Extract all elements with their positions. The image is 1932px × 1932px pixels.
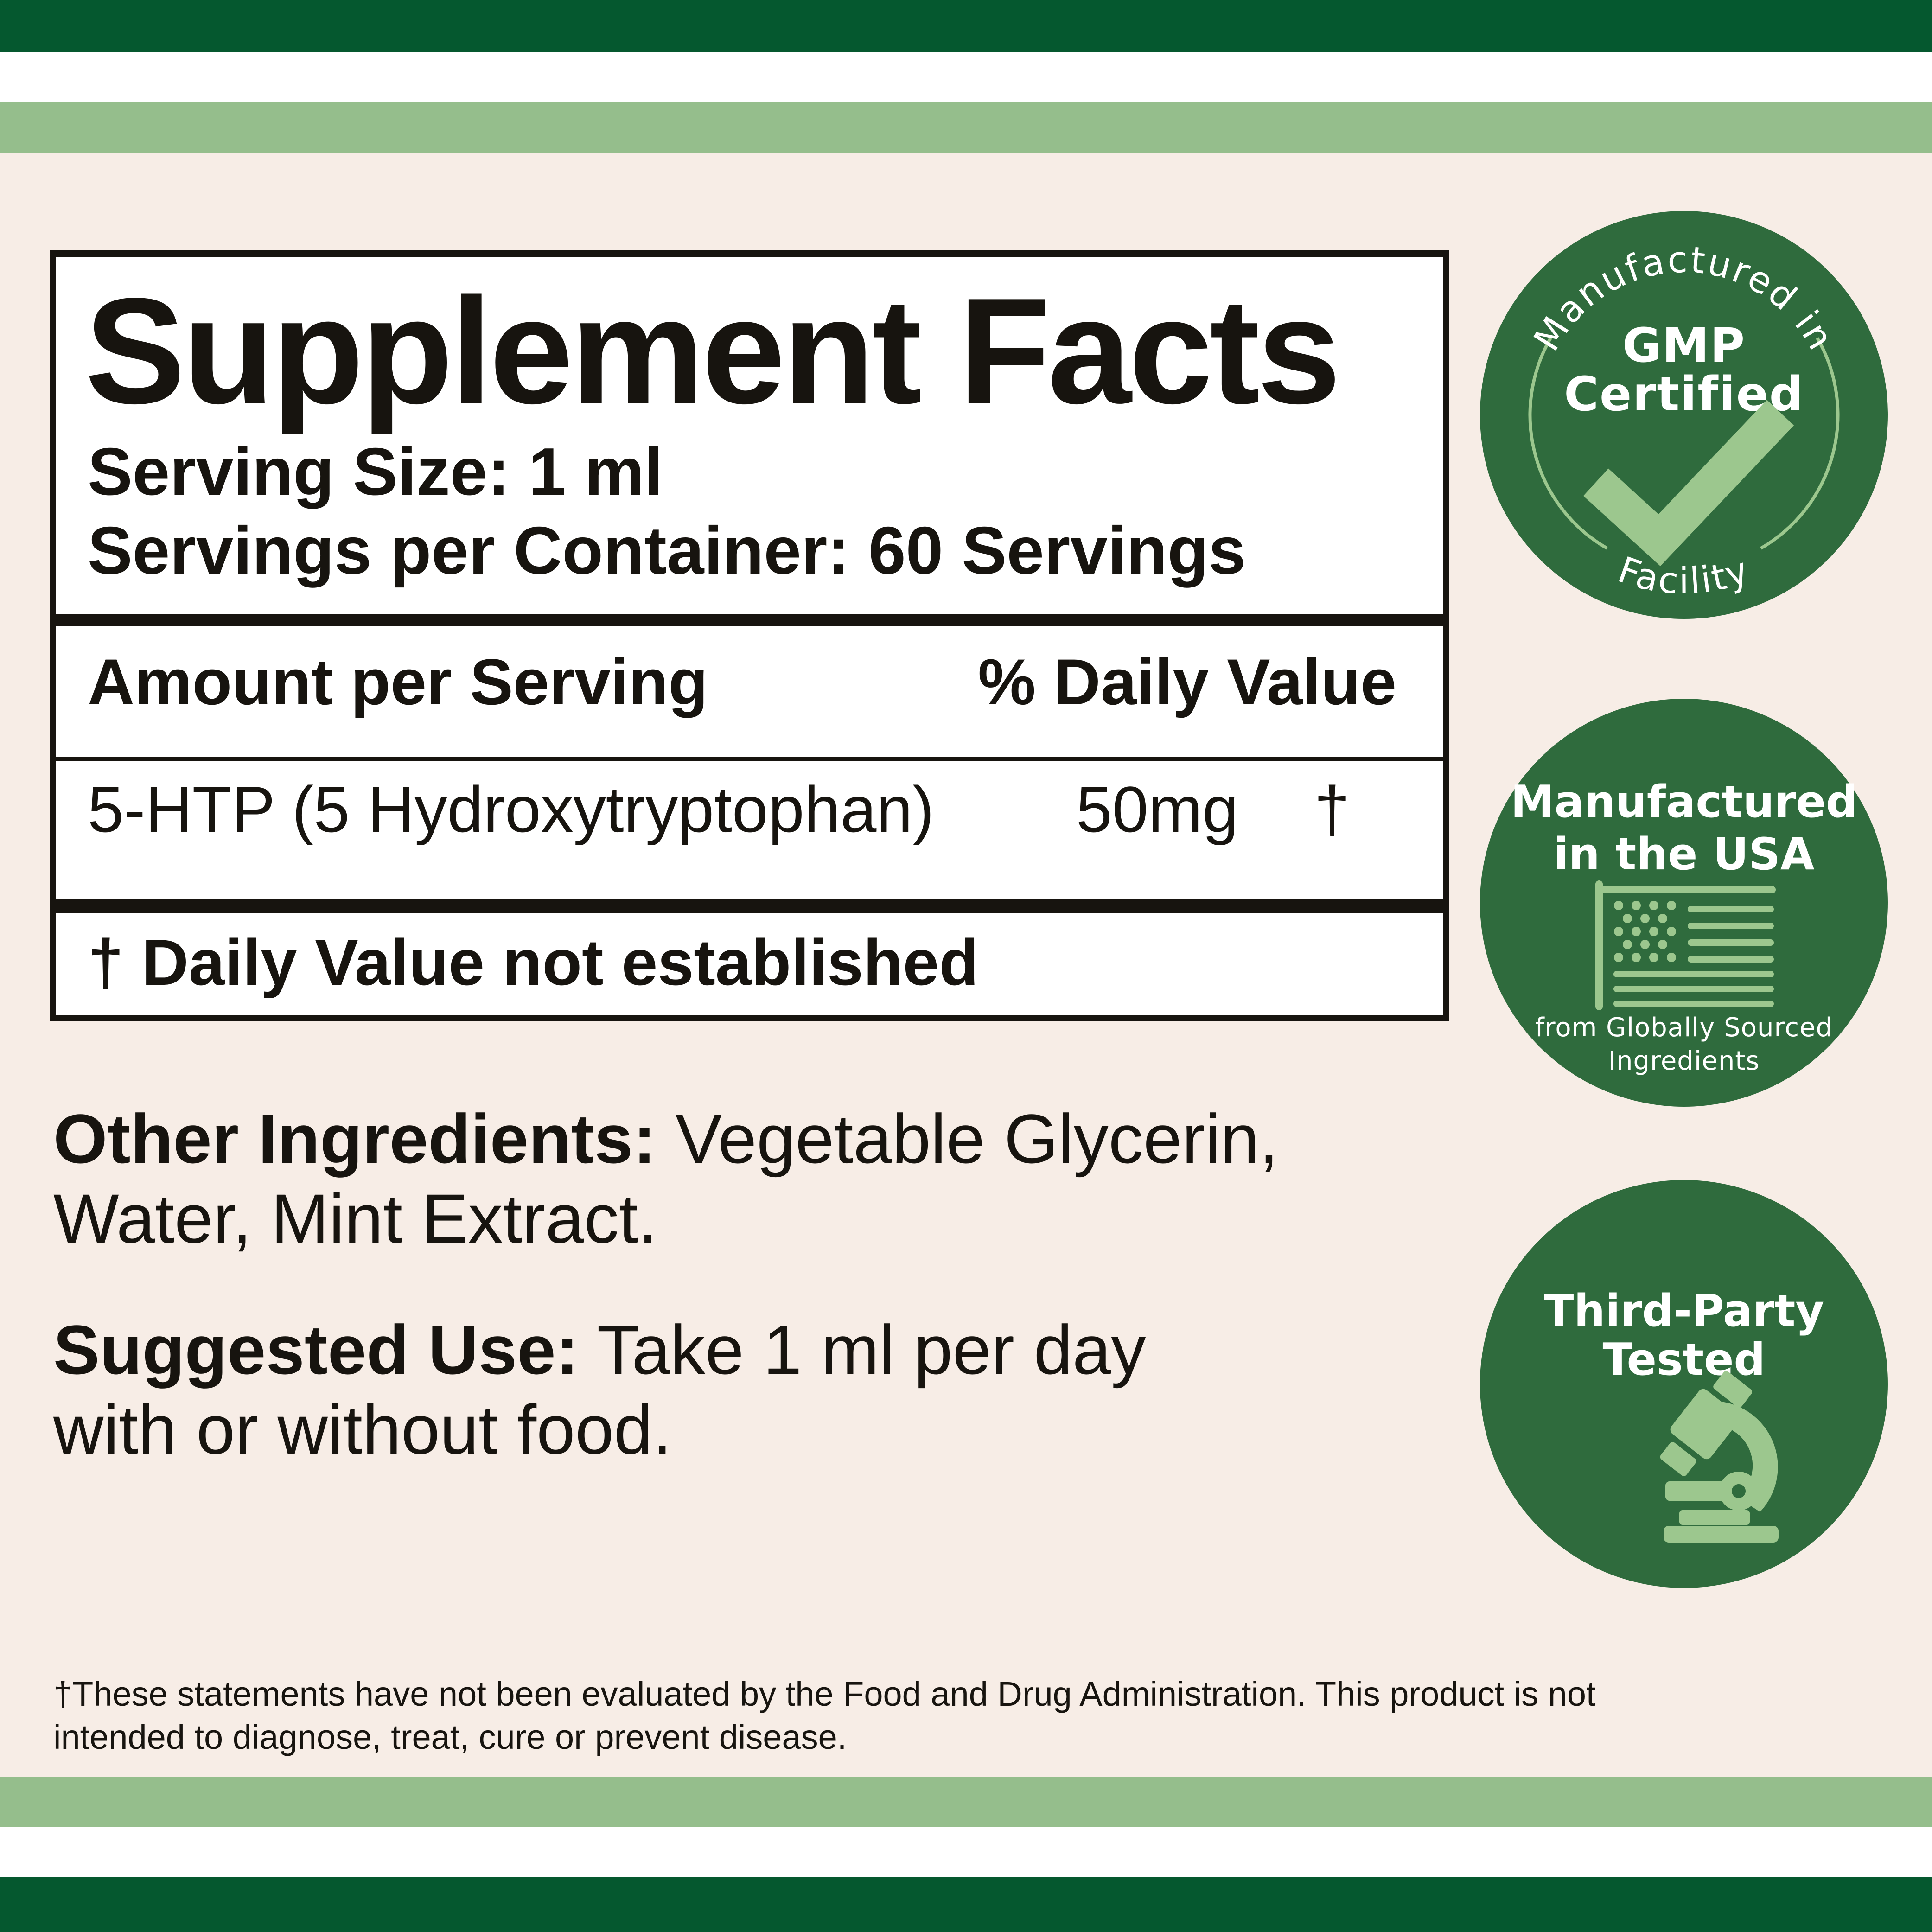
column-header-daily-value: % Daily Value	[978, 645, 1396, 718]
microscope-icon	[1660, 1371, 1779, 1543]
made-in-usa-badge: Manufactured in the USA from Globally So…	[1480, 699, 1888, 1107]
suggested-use-label: Suggested Use:	[53, 1311, 579, 1389]
other-ingredients-text: Vegetable Glycerin, Water, Mint Extract.	[53, 1100, 1279, 1257]
divider-thin	[56, 757, 1443, 761]
daily-value-footnote: † Daily Value not established	[88, 926, 979, 999]
servings-per-container-line: Servings per Container: 60 Servings	[88, 513, 1246, 588]
usa-line1: Manufactured	[1511, 777, 1857, 828]
fda-disclaimer-line1: †These statements have not been evaluate…	[53, 1675, 1596, 1713]
badge-circle	[1480, 699, 1888, 1107]
ingredient-row-name: 5-HTP (5 Hydroxytryptophan)	[88, 773, 934, 846]
suggested-use-paragraph: Suggested Use: Take 1 ml per day with or…	[53, 1310, 1259, 1469]
other-ingredients-paragraph: Other Ingredients: Vegetable Glycerin, W…	[53, 1099, 1444, 1258]
bottom-dark-green-stripe	[0, 1877, 1932, 1932]
bottom-light-green-stripe	[0, 1777, 1932, 1827]
badge-circle	[1480, 1180, 1888, 1588]
fda-disclaimer: †These statements have not been evaluate…	[53, 1672, 1596, 1759]
usa-line2: in the USA	[1554, 829, 1815, 880]
top-dark-green-stripe	[0, 0, 1932, 52]
tested-line1: Third-Party	[1544, 1286, 1824, 1337]
third-party-tested-badge: Third-Party Tested	[1480, 1180, 1888, 1588]
suggested-use-text: Take 1 ml per day with or without food.	[53, 1311, 1146, 1468]
gmp-certified-badge: Manufactured in GMP Certified Facility	[1480, 211, 1888, 619]
ring-arc-left	[1528, 337, 1608, 550]
usa-sub1: from Globally Sourced	[1535, 1013, 1833, 1043]
ingredient-row-amount: 50mg	[1076, 773, 1239, 846]
gmp-line1: GMP	[1622, 318, 1746, 373]
column-header-amount: Amount per Serving	[88, 645, 708, 718]
divider-thick-bottom	[56, 899, 1443, 913]
top-light-green-stripe	[0, 102, 1932, 153]
badge-circle	[1480, 211, 1888, 619]
ingredient-row-dv-symbol: †	[1314, 773, 1350, 846]
fda-disclaimer-line2: intended to diagnose, treat, cure or pre…	[53, 1718, 847, 1756]
panel-title: Supplement Facts	[85, 267, 1341, 435]
other-ingredients-label: Other Ingredients:	[53, 1100, 657, 1178]
top-white-stripe	[0, 52, 1932, 102]
usa-flag-icon	[1595, 880, 1776, 1010]
serving-size-line: Serving Size: 1 ml	[88, 434, 663, 509]
tested-line2: Tested	[1602, 1334, 1765, 1385]
bottom-white-stripe	[0, 1827, 1932, 1877]
divider-thick-top	[56, 614, 1443, 626]
checkmark-icon	[1583, 400, 1794, 566]
ring-arc-right	[1760, 337, 1840, 550]
supplement-facts-panel: Supplement Facts Serving Size: 1 ml Serv…	[50, 250, 1449, 1021]
usa-sub2: Ingredients	[1608, 1046, 1760, 1076]
